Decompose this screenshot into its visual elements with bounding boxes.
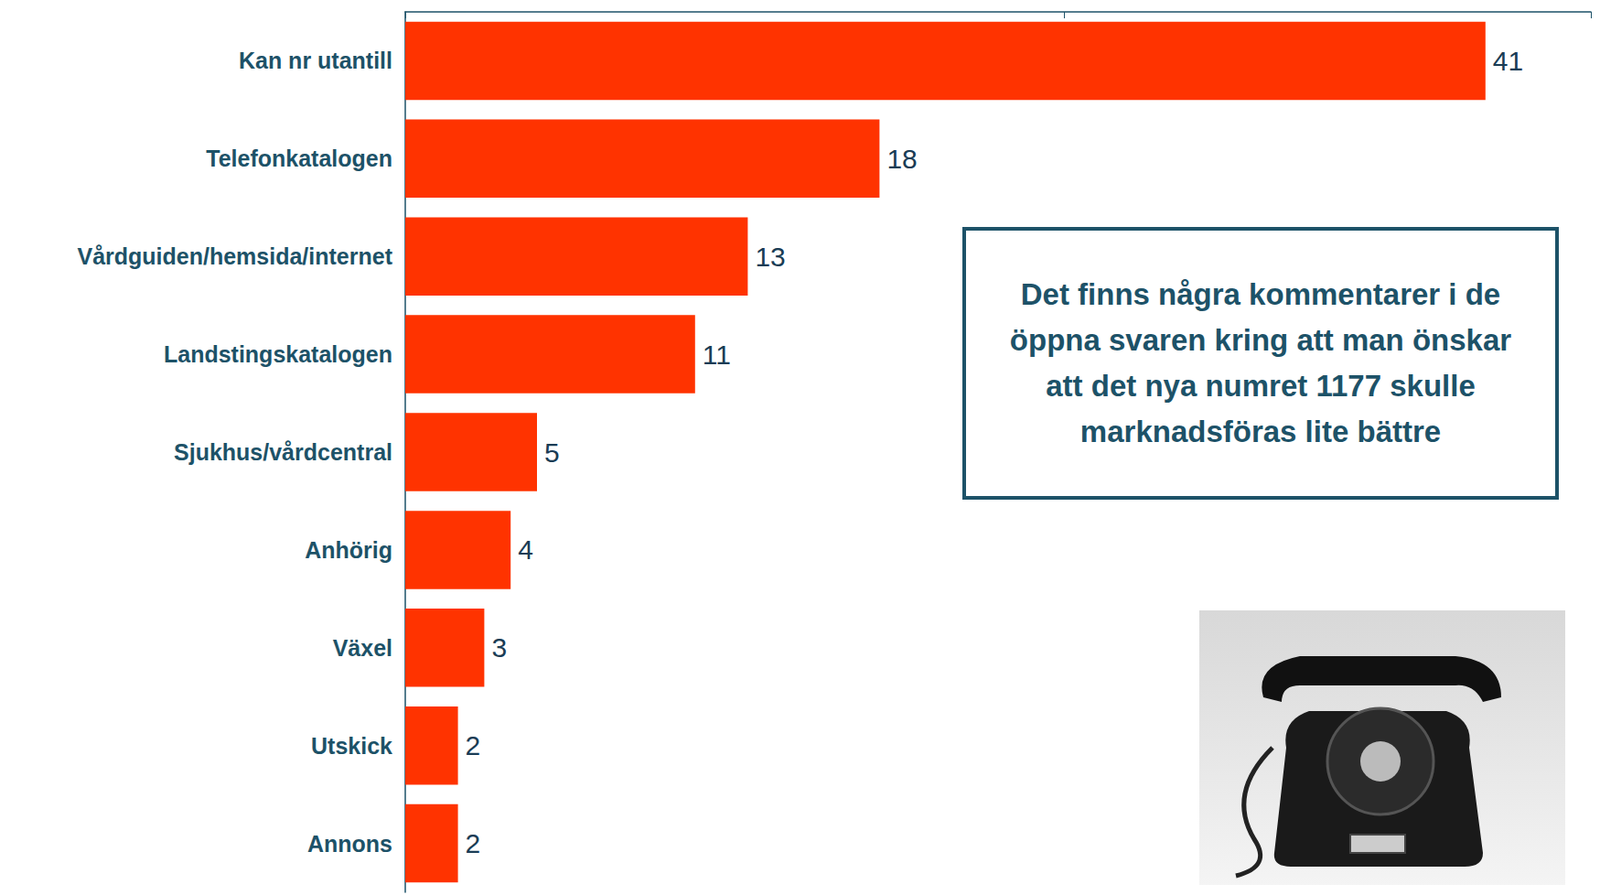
svg-text:2: 2 [465, 827, 482, 859]
svg-text:18: 18 [886, 143, 917, 174]
html-text:Det finns några kommentarer i: Det finns några kommentarer i de öppna s… [1009, 277, 1512, 449]
svg-text:Telefonkatalogen: Telefonkatalogen [205, 145, 393, 172]
svg-text:Sjukhus/vårdcentral: Sjukhus/vårdcentral [173, 439, 393, 465]
svg-text:41: 41 [1492, 45, 1524, 76]
svg-text:3: 3 [491, 632, 507, 663]
svg-text:11: 11 [702, 339, 731, 370]
svg-text:Annons: Annons [307, 830, 393, 857]
svg-text:Utskick: Utskick [311, 732, 393, 759]
svg-text:Landstingskatalogen: Landstingskatalogen [163, 341, 393, 367]
svg-text:5: 5 [544, 437, 560, 468]
svg-text:Kan nr utantill: Kan nr utantill [238, 47, 393, 74]
svg-text:Vårdguiden/hemsida/internet: Vårdguiden/hemsida/internet [76, 243, 393, 269]
svg-text:Växel: Växel [332, 634, 393, 661]
svg-text:4: 4 [517, 534, 534, 565]
svg-text:2: 2 [465, 730, 482, 761]
svg-text:13: 13 [754, 241, 785, 272]
svg-text:Anhörig: Anhörig [304, 536, 393, 563]
